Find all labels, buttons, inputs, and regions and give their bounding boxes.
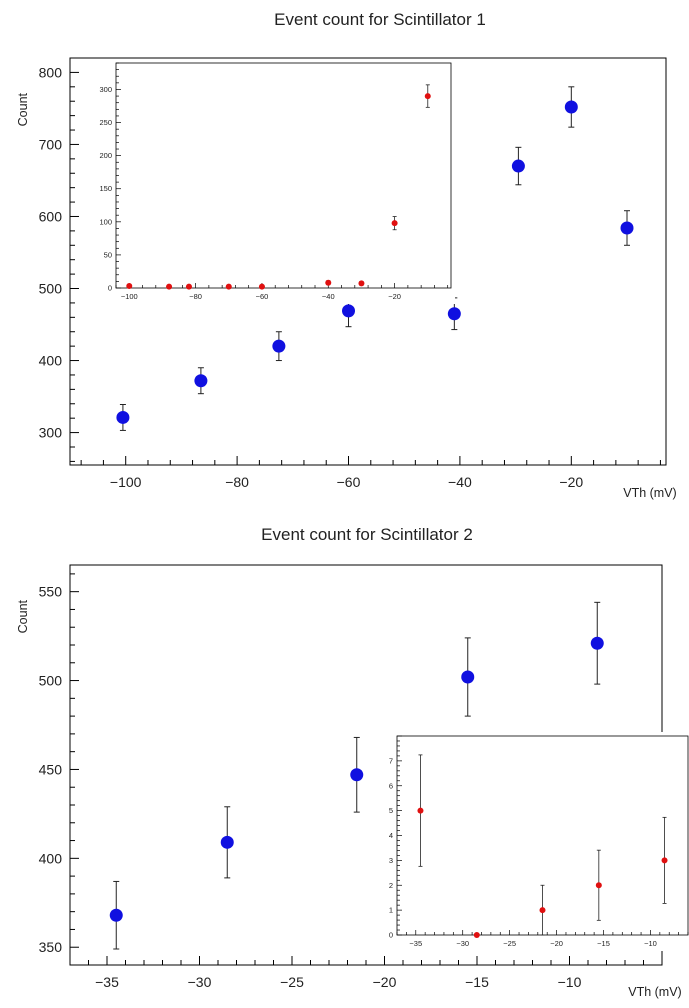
plot-frame [69, 57, 667, 466]
inset-y-tick-label: 1 [389, 906, 393, 915]
data-point [590, 636, 604, 650]
inset-x-tick-label: −25 [503, 939, 516, 948]
x-axis-label: VTh (mV) [623, 486, 676, 500]
data-point [342, 304, 356, 318]
x-tick-label: −20 [373, 974, 397, 990]
x-tick-label: −15 [465, 974, 489, 990]
inset-data-point [661, 857, 668, 864]
inset-data-point [391, 220, 398, 227]
inset-y-tick-label: 3 [389, 856, 393, 865]
chart-title: Event count for Scintillator 1 [274, 10, 486, 29]
x-tick-label: −35 [95, 974, 119, 990]
y-tick-label: 600 [39, 208, 63, 224]
y-tick-label: 800 [39, 64, 63, 80]
data-point [194, 374, 208, 388]
x-tick-label: −100 [110, 474, 142, 490]
data-point [350, 768, 364, 782]
x-tick-label: −60 [337, 474, 361, 490]
inset-y-tick-label: 200 [99, 151, 112, 160]
y-tick-label: 350 [39, 939, 63, 955]
inset-y-tick-label: 4 [389, 831, 393, 840]
y-tick-label: 550 [39, 584, 63, 600]
data-point [220, 835, 234, 849]
y-tick-label: 400 [39, 353, 63, 369]
inset-y-tick-label: 6 [389, 781, 393, 790]
data-point [564, 100, 578, 114]
data-point [109, 908, 123, 922]
data-point [461, 670, 475, 684]
inset-y-tick-label: 50 [104, 250, 112, 259]
x-tick-label: −25 [280, 974, 304, 990]
inset-data-point [166, 283, 173, 290]
inset-x-tick-label: −20 [550, 939, 563, 948]
inset-data-point [225, 283, 232, 290]
chart-scintillator-2: Event count for Scintillator 2 Count VTh (… [16, 525, 689, 999]
y-axis-label: Count [16, 599, 30, 633]
y-tick-label: 450 [39, 761, 63, 777]
inset-data-point [539, 907, 546, 914]
data-point [272, 339, 286, 353]
inset-x-tick-label: −80 [189, 292, 202, 301]
inset-x-tick-label: −60 [256, 292, 269, 301]
inset-x-tick-label: −30 [456, 939, 469, 948]
y-axis-label: Count [16, 92, 30, 126]
inset-x-tick-label: −40 [322, 292, 335, 301]
inset-data-point [325, 279, 332, 286]
x-tick-label: −10 [558, 974, 582, 990]
chart-title: Event count for Scintillator 2 [261, 525, 473, 544]
inset-y-tick-label: 0 [389, 931, 393, 940]
x-tick-label: −20 [559, 474, 583, 490]
x-tick-label: −30 [188, 974, 212, 990]
inset-y-tick-label: 2 [389, 881, 393, 890]
inset-x-tick-label: −100 [121, 292, 138, 301]
inset-y-tick-label: 0 [108, 284, 112, 293]
inset-data-point [473, 932, 480, 938]
inset-x-tick-label: −35 [409, 939, 422, 948]
inset-y-tick-label: 250 [99, 118, 112, 127]
inset-plot: −35 −30 −25 −20 −15 −10 0 1 2 3 4 5 6 7 [375, 732, 689, 951]
inset-x-tick-label: −15 [597, 939, 610, 948]
inset-data-point [258, 283, 265, 290]
inset-x-tick-label: −20 [388, 292, 401, 301]
inset-y-tick-label: 100 [99, 217, 112, 226]
y-tick-label: 500 [39, 673, 63, 689]
inset-y-tick-label: 5 [389, 806, 393, 815]
inset-x-tick-label: −10 [644, 939, 657, 948]
inset-y-tick-label: 7 [389, 756, 393, 765]
inset-y-tick-label: 150 [99, 184, 112, 193]
y-tick-label: 700 [39, 136, 63, 152]
inset-background [375, 732, 689, 951]
data-point [447, 307, 461, 321]
inset-data-point [424, 93, 431, 100]
x-tick-label: −40 [448, 474, 472, 490]
inset-data-point [185, 283, 192, 290]
inset-data-point [126, 283, 133, 290]
data-point [620, 221, 634, 235]
inset-background [94, 59, 455, 304]
chart-scintillator-1: Event count for Scintillator 1 Count VTh (… [16, 10, 677, 500]
y-tick-label: 500 [39, 281, 63, 297]
y-tick-label: 400 [39, 850, 63, 866]
inset-plot: −100 −80 −60 −40 −20 0 50 100 150 200 250 300 [94, 59, 455, 304]
x-tick-label: −80 [225, 474, 249, 490]
inset-data-point [358, 280, 365, 287]
inset-data-point [417, 807, 424, 814]
data-point [116, 410, 130, 424]
x-axis-label: VTh (mV) [628, 985, 681, 999]
data-point [511, 159, 525, 173]
inset-y-tick-label: 300 [99, 85, 112, 94]
inset-data-point [595, 882, 602, 889]
y-tick-label: 300 [39, 425, 63, 441]
